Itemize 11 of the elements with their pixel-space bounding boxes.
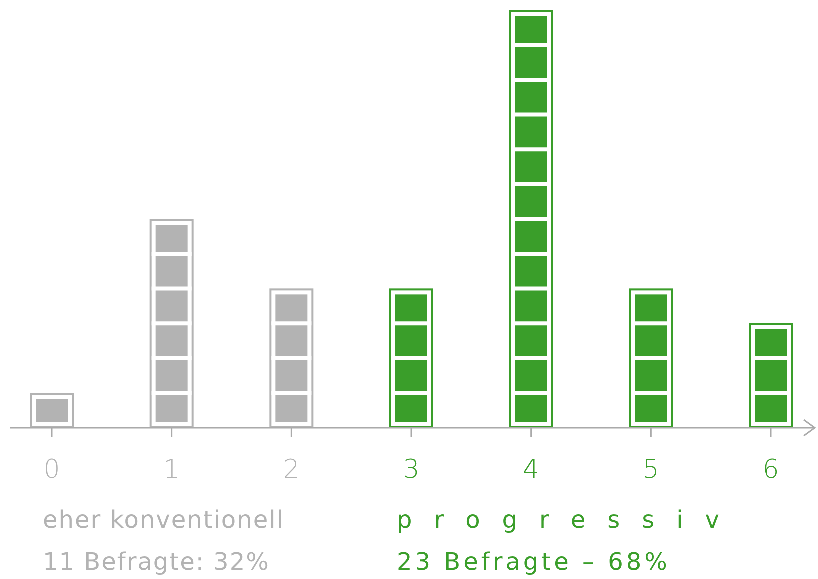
text: progressiv bbox=[397, 506, 742, 534]
x-tick-label: 1 bbox=[164, 455, 180, 485]
x-tick-label: 3 bbox=[403, 455, 420, 485]
x-tick-label: 6 bbox=[762, 455, 780, 485]
text: 11 Befragte: 32% bbox=[43, 548, 270, 576]
text: 23 Befragte – 68% bbox=[397, 548, 670, 576]
text: eher konventionell bbox=[43, 506, 284, 534]
x-tick-label: 0 bbox=[44, 455, 60, 485]
x-tick-label: 5 bbox=[642, 455, 660, 485]
x-tick-label: 2 bbox=[283, 455, 300, 485]
x-tick-label: 4 bbox=[523, 455, 540, 485]
